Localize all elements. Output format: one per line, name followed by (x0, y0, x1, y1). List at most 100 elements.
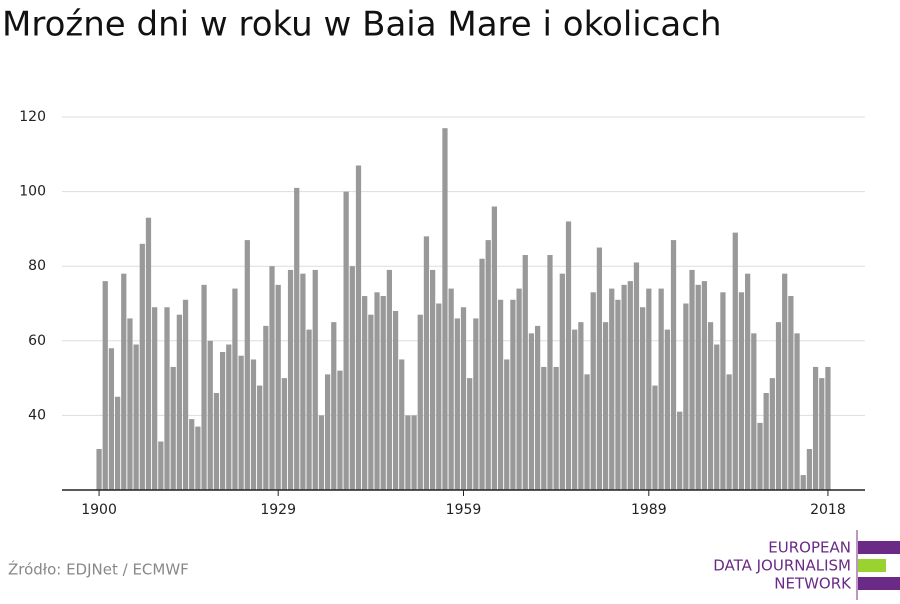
bar (429, 269, 436, 490)
bar (522, 255, 528, 490)
bar (664, 329, 670, 490)
bar (182, 299, 189, 490)
bar (683, 303, 689, 490)
bar (232, 288, 238, 490)
y-tick-label: 120 (19, 109, 46, 125)
bar (584, 374, 590, 490)
bar (738, 292, 745, 490)
bar (812, 366, 819, 490)
logo-text: DATA JOURNALISM (713, 557, 851, 575)
bar (219, 351, 226, 490)
bar (516, 288, 522, 490)
bar (411, 415, 417, 490)
x-tick-label: 2018 (810, 502, 846, 518)
bar (602, 322, 609, 490)
bar (213, 393, 220, 490)
bar (701, 281, 708, 490)
y-tick-label: 40 (28, 407, 46, 423)
bar (380, 296, 386, 490)
bar (133, 344, 139, 490)
bar (782, 273, 788, 490)
bar (362, 296, 368, 490)
bar (201, 284, 207, 490)
bar (714, 344, 720, 490)
bar (590, 292, 596, 490)
bar (114, 396, 121, 490)
bar (621, 284, 627, 490)
bar (442, 128, 448, 490)
bar (263, 325, 269, 490)
bar (763, 393, 769, 490)
bar (250, 359, 257, 490)
bar (485, 240, 491, 490)
bar (627, 281, 633, 490)
bar (572, 329, 578, 490)
y-tick-label: 80 (28, 258, 46, 274)
bar (257, 385, 263, 490)
bar (176, 314, 182, 490)
bar (127, 318, 133, 490)
logo-text: EUROPEAN (768, 539, 851, 557)
bar (460, 307, 467, 490)
bar (565, 221, 572, 490)
bar (491, 206, 498, 490)
bar (164, 307, 170, 490)
bar (658, 288, 664, 490)
bar (343, 191, 349, 490)
bar (337, 370, 343, 490)
bar (633, 262, 640, 490)
bar (467, 378, 473, 490)
bar (677, 411, 683, 490)
bar (355, 165, 362, 491)
logo-stripe (858, 541, 900, 554)
bar (745, 273, 751, 490)
bar (368, 314, 374, 490)
bar (615, 299, 621, 490)
bar (732, 232, 738, 490)
bar (788, 296, 794, 490)
bar (751, 333, 757, 490)
bar (504, 359, 510, 490)
bar (534, 325, 541, 490)
bar (189, 419, 195, 490)
bar (226, 344, 232, 490)
bar (689, 269, 695, 490)
bar (108, 348, 115, 490)
bar (757, 422, 763, 490)
chart-title: Mroźne dni w roku w Baia Mare i okolicac… (2, 5, 722, 45)
bar (158, 441, 164, 490)
bar (806, 448, 813, 490)
bar (374, 292, 380, 490)
bar (800, 475, 806, 490)
bar (553, 366, 559, 490)
logo-stripe (858, 559, 886, 572)
bar (392, 310, 399, 490)
bar (386, 269, 393, 490)
bar (275, 284, 281, 490)
bar (121, 273, 127, 490)
bar (596, 247, 603, 490)
bar (547, 255, 553, 490)
x-tick-label: 1989 (631, 502, 667, 518)
bar (423, 236, 430, 490)
bar (646, 288, 652, 490)
bar (819, 378, 825, 490)
bar (318, 415, 325, 490)
bar (281, 378, 287, 490)
bar (794, 333, 800, 490)
bar (324, 374, 331, 490)
bar (306, 329, 312, 490)
bar (670, 240, 677, 490)
bar (578, 322, 584, 490)
bar (170, 366, 176, 490)
bar (528, 333, 535, 490)
bar (152, 307, 158, 490)
bar (720, 292, 726, 490)
bar (238, 355, 244, 490)
bar (312, 269, 318, 490)
bar (195, 426, 201, 490)
bar (707, 322, 714, 490)
bar (244, 240, 250, 490)
